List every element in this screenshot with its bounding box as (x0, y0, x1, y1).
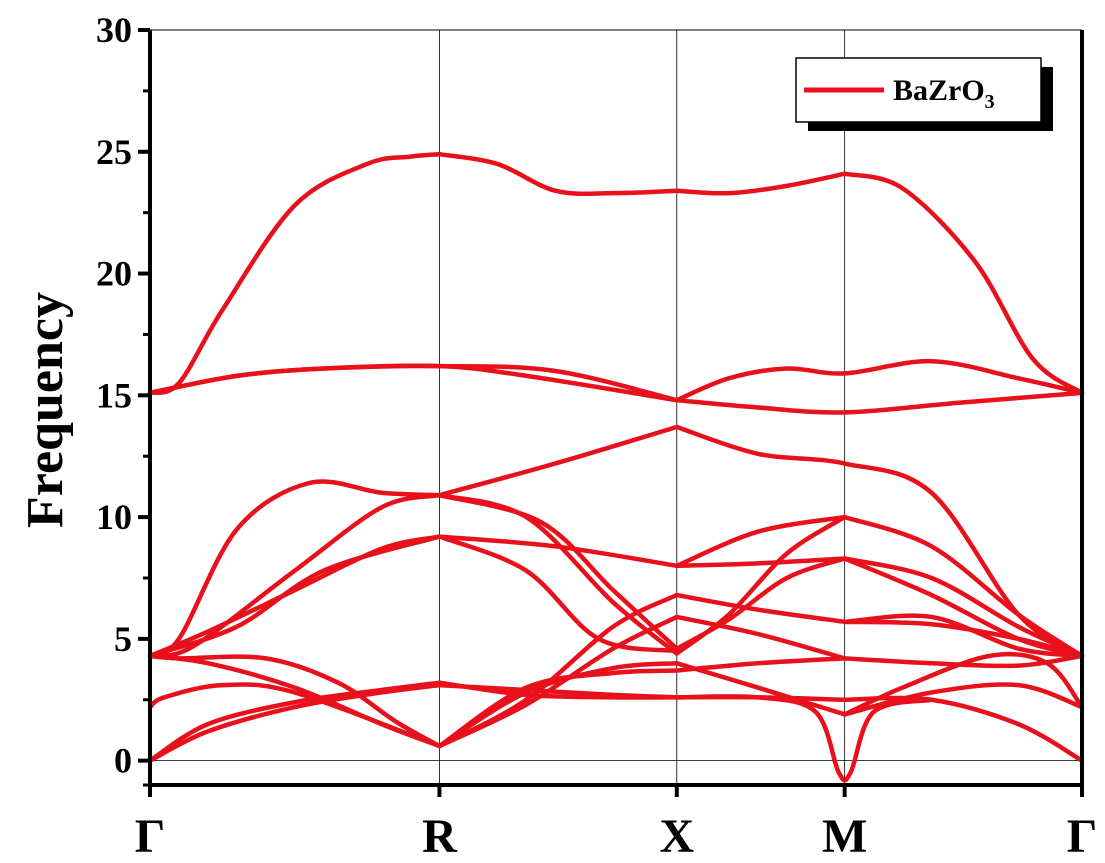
dispersion-branch (674, 514, 847, 569)
dispersion-branch (147, 151, 442, 396)
dispersion-branch (674, 693, 934, 783)
dispersion-branch (674, 556, 847, 569)
y-tick-label: 15 (96, 375, 132, 415)
dispersion-branch (842, 556, 1085, 659)
legend: BaZrO3 (795, 57, 1053, 131)
y-tick-label: 25 (96, 132, 132, 172)
dispersion-branch (147, 682, 442, 763)
dispersion-branch (674, 358, 1085, 403)
dispersion-branch (842, 682, 1085, 717)
dispersion-branch (147, 534, 442, 659)
dispersion-branch (437, 492, 680, 656)
dispersion-branch (674, 660, 847, 717)
dispersion-branch (842, 171, 1085, 396)
dispersion-branch (437, 534, 680, 569)
dispersion-branch (437, 534, 680, 654)
dispersion-branch (147, 534, 442, 659)
axes-layer (148, 29, 1084, 787)
dispersion-branch (674, 171, 847, 196)
dispersion-branch (842, 514, 1085, 659)
x-symmetry-label: R (422, 810, 458, 863)
x-symmetry-label: X (659, 810, 694, 863)
dispersion-branch (842, 651, 1085, 717)
y-tick-label: 0 (114, 741, 132, 781)
y-tick-label: 30 (96, 10, 132, 50)
x-symmetry-label: M (822, 810, 867, 863)
y-tick-label: 10 (96, 497, 132, 537)
y-tick-label: 20 (96, 254, 132, 294)
y-tick-label: 5 (114, 619, 132, 659)
series-layer (147, 151, 1085, 783)
dispersion-branch (437, 682, 680, 700)
dispersion-branch (147, 492, 442, 659)
x-symmetry-label: Γ (1067, 810, 1098, 863)
dispersion-branch (674, 592, 847, 625)
dispersion-branch (842, 653, 1085, 669)
dispersion-branch (147, 363, 680, 403)
dispersion-branch (674, 390, 1085, 415)
ticks-layer: 0 5 10 15 20 25 30 Γ R X M Γ (96, 10, 1097, 863)
y-axis-title: Frequency (17, 292, 74, 528)
dispersion-branch (437, 151, 680, 197)
dispersion-branch (147, 680, 442, 763)
dispersion-branch (437, 660, 680, 749)
x-symmetry-label: Γ (135, 810, 166, 863)
dispersion-branch (147, 363, 680, 403)
dispersion-branch (437, 424, 680, 498)
dispersion-branch (147, 479, 442, 659)
dispersion-branch (842, 619, 1085, 659)
dispersion-branch (147, 682, 442, 749)
legend-label: BaZrO3 (893, 74, 995, 113)
dispersion-branch (674, 614, 847, 661)
dispersion-branch (674, 556, 847, 651)
